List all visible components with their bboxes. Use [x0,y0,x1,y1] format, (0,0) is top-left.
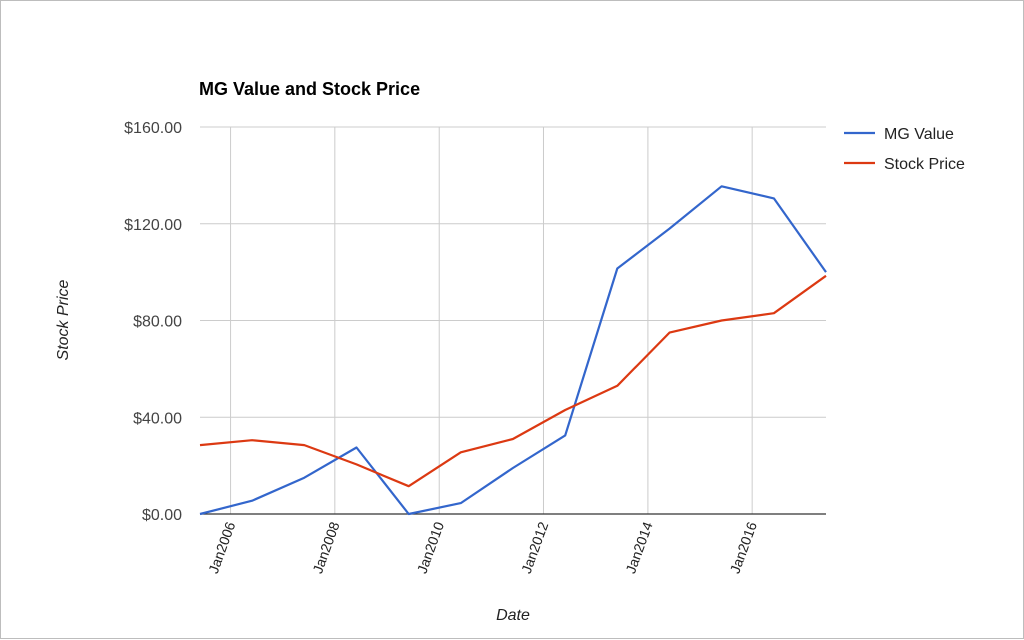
legend-label: MG Value [884,126,954,143]
data-point [771,196,776,201]
data-point [458,501,463,506]
x-tick-label: Jan2008 [309,519,342,575]
y-tick-label: $80.00 [133,314,182,331]
data-point [406,512,411,517]
x-tick-label: Jan2006 [205,519,238,575]
data-point [563,433,568,438]
y-tick-label: $160.00 [124,120,182,137]
series-line-stock-price [199,274,827,488]
data-point [354,445,359,450]
data-point [615,383,620,388]
data-point [302,475,307,480]
data-point [406,484,411,489]
legend-label: Stock Price [884,156,965,173]
y-tick-label: $40.00 [133,410,182,427]
x-tick-label: Jan2010 [414,519,447,575]
data-point [198,443,203,448]
x-tick-label: Jan2016 [727,519,760,575]
y-tick-label: $0.00 [142,507,182,524]
legend: MG Value Stock Price [844,126,965,173]
x-tick-label: Jan2012 [518,519,551,575]
data-point [824,273,829,278]
y-tick-label: $120.00 [124,217,182,234]
chart-title: MG Value and Stock Price [199,79,420,99]
data-point [510,466,515,471]
x-axis-title: Date [496,607,530,624]
data-point [719,318,724,323]
data-point [563,407,568,412]
data-point [667,226,672,231]
series-line-mg-value [199,185,827,516]
data-point [510,437,515,442]
y-axis-title: Stock Price [55,279,72,360]
series-lines [198,184,829,517]
data-point [771,311,776,316]
data-point [302,443,307,448]
data-point [719,184,724,189]
data-point [615,266,620,271]
data-point [250,498,255,503]
data-point [667,330,672,335]
x-tick-label: Jan2014 [622,519,655,575]
gridlines [200,126,826,514]
data-point [354,462,359,467]
data-point [250,438,255,443]
data-point [198,512,203,517]
data-point [458,450,463,455]
